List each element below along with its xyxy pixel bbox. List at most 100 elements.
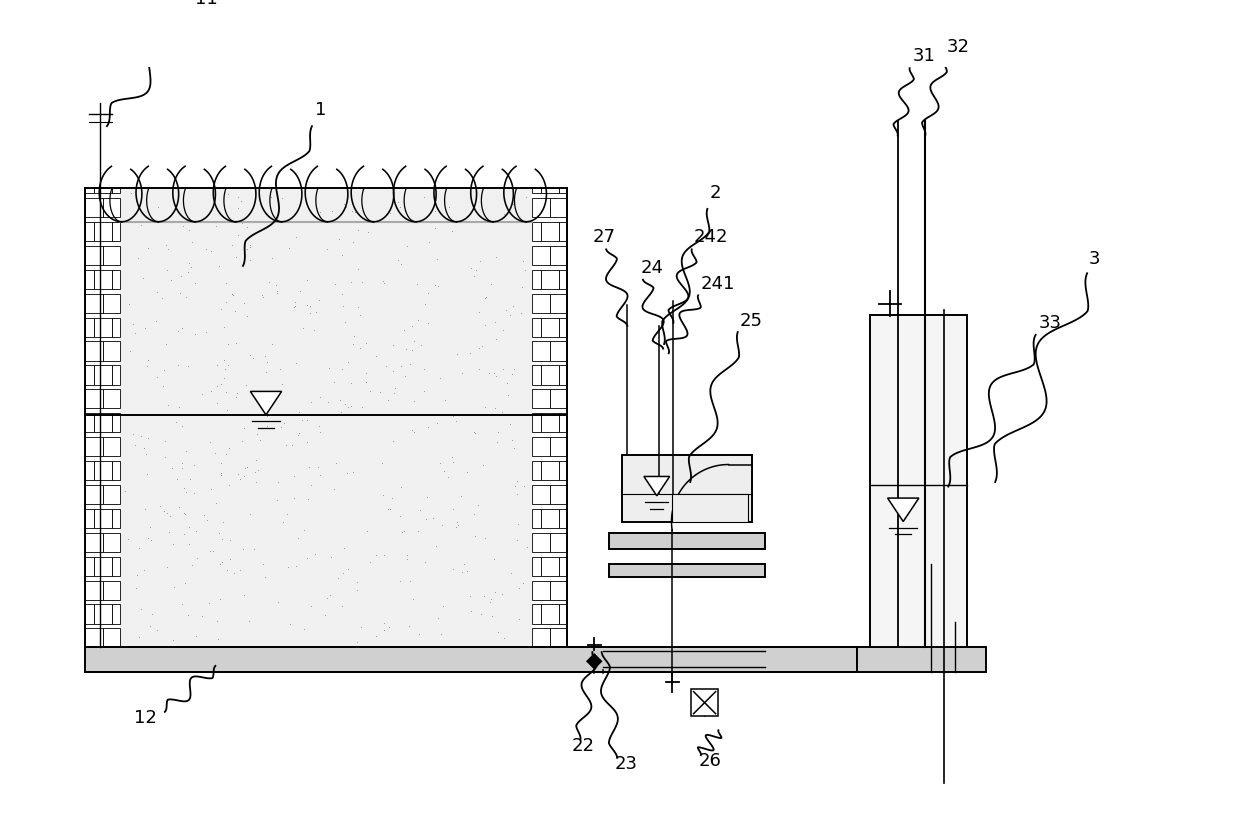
Point xyxy=(474,458,494,472)
Point xyxy=(156,263,176,277)
Point xyxy=(352,400,372,414)
Point xyxy=(510,581,529,594)
Point xyxy=(255,365,275,379)
Point xyxy=(446,520,466,533)
Point xyxy=(138,431,157,445)
Polygon shape xyxy=(888,498,919,522)
Bar xyxy=(541,509,559,528)
Point xyxy=(129,252,149,265)
Point xyxy=(335,398,355,411)
Point xyxy=(186,630,206,643)
Point xyxy=(486,333,506,346)
Bar xyxy=(84,222,94,241)
Bar xyxy=(84,533,103,552)
Point xyxy=(211,456,231,470)
Point xyxy=(258,410,278,423)
Point xyxy=(356,366,376,380)
Point xyxy=(403,343,423,356)
Point xyxy=(341,276,361,289)
Point xyxy=(217,277,237,290)
Point xyxy=(279,560,299,573)
Bar xyxy=(113,318,120,337)
Point xyxy=(475,400,495,413)
Bar xyxy=(94,604,113,624)
Point xyxy=(239,507,259,521)
Point xyxy=(418,420,438,433)
Point xyxy=(503,441,523,454)
Point xyxy=(446,347,466,360)
Point xyxy=(212,468,232,482)
Point xyxy=(444,409,464,422)
Point xyxy=(392,525,412,538)
Point xyxy=(343,236,363,249)
Point xyxy=(386,381,405,395)
Bar xyxy=(541,604,559,624)
Point xyxy=(156,238,176,252)
Point xyxy=(332,566,352,579)
Point xyxy=(218,187,238,201)
Point xyxy=(207,496,227,509)
Point xyxy=(357,525,377,538)
Point xyxy=(280,617,300,630)
Point xyxy=(470,254,490,268)
Point xyxy=(497,388,517,401)
Point xyxy=(170,500,190,513)
Bar xyxy=(532,533,551,552)
Bar xyxy=(94,413,113,432)
Bar xyxy=(84,413,94,432)
Point xyxy=(215,371,234,385)
Point xyxy=(208,526,228,539)
Point xyxy=(507,533,527,547)
Point xyxy=(299,461,319,474)
Point xyxy=(428,252,448,266)
Bar xyxy=(84,390,103,409)
Text: 27: 27 xyxy=(593,227,615,246)
Point xyxy=(120,344,140,358)
Point xyxy=(383,434,403,447)
Point xyxy=(273,516,293,529)
Point xyxy=(185,328,205,341)
Point xyxy=(461,604,481,617)
Text: 1: 1 xyxy=(315,101,326,119)
Point xyxy=(172,321,192,334)
Point xyxy=(201,244,221,257)
Point xyxy=(332,288,352,301)
Point xyxy=(234,297,254,310)
Point xyxy=(273,191,293,204)
Point xyxy=(350,341,370,354)
Bar xyxy=(84,365,94,385)
Point xyxy=(425,221,445,234)
Point xyxy=(409,503,429,517)
Point xyxy=(233,542,253,555)
Point xyxy=(487,426,507,439)
Point xyxy=(138,241,157,254)
Point xyxy=(219,478,239,492)
Bar xyxy=(857,648,986,672)
Point xyxy=(388,196,408,209)
Bar xyxy=(541,461,559,480)
Point xyxy=(258,393,278,406)
Point xyxy=(285,295,305,308)
Point xyxy=(234,461,254,475)
Bar xyxy=(559,461,567,480)
Point xyxy=(492,587,512,600)
Point xyxy=(485,585,505,599)
Bar xyxy=(113,222,120,241)
Text: 12: 12 xyxy=(134,710,157,727)
Point xyxy=(404,425,424,438)
Point xyxy=(418,286,438,299)
Point xyxy=(257,420,277,433)
Bar xyxy=(541,188,559,193)
Bar xyxy=(103,293,120,313)
Point xyxy=(217,403,237,416)
Point xyxy=(131,602,151,615)
Bar xyxy=(541,413,559,432)
Point xyxy=(332,299,352,313)
Bar xyxy=(84,341,103,360)
Point xyxy=(347,263,367,276)
Point xyxy=(366,630,386,643)
Point xyxy=(238,220,258,233)
Point xyxy=(451,565,471,579)
Point xyxy=(486,250,506,263)
Bar xyxy=(609,533,765,549)
